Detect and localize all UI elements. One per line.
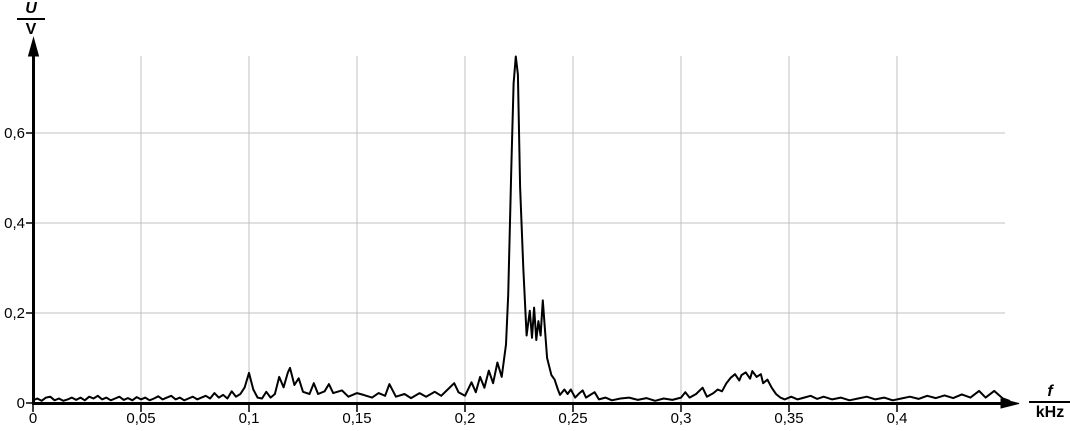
- x-tick-label: 0,35: [774, 410, 803, 427]
- x-axis-unit-label: f kHz: [1029, 383, 1070, 421]
- y-tick-label: 0,4: [4, 215, 25, 232]
- x-tick-label: 0,1: [239, 410, 260, 427]
- y-axis-arrowhead: [27, 36, 40, 57]
- y-axis-unit-label: U V: [17, 0, 45, 38]
- tick-labels: 0 0,05 0,1 0,15 0,2 0,25 0,3 0,35 0,4 0 0,2 0,4 0,6: [4, 125, 907, 427]
- tick-marks: [26, 132, 898, 412]
- spectrum-trace: [32, 55, 1011, 402]
- x-axis-quantity-symbol: f: [1029, 383, 1070, 403]
- y-tick-label: 0,6: [4, 125, 25, 142]
- axes: [27, 36, 1020, 409]
- x-axis-unit: kHz: [1035, 404, 1065, 421]
- y-axis-quantity-symbol: U: [17, 0, 45, 20]
- x-tick-label: 0,15: [342, 410, 371, 427]
- x-tick-label: 0,4: [887, 410, 908, 427]
- gridlines: [35, 56, 1005, 402]
- x-tick-label: 0,05: [126, 410, 155, 427]
- x-tick-label: 0: [29, 410, 37, 427]
- x-tick-label: 0,3: [671, 410, 692, 427]
- y-axis-unit: V: [25, 21, 37, 38]
- x-tick-label: 0,25: [558, 410, 587, 427]
- y-tick-label: 0,2: [4, 305, 25, 322]
- y-tick-label: 0: [17, 395, 25, 412]
- x-tick-label: 0,2: [455, 410, 476, 427]
